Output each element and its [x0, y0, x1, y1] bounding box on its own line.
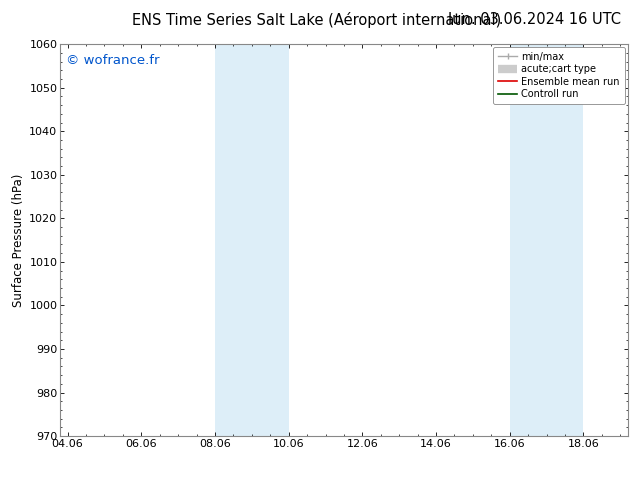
Bar [510, 44, 583, 436]
Text: © wofrance.fr: © wofrance.fr [66, 54, 159, 67]
Bar [215, 44, 288, 436]
Legend: min/max, acute;cart type, Ensemble mean run, Controll run: min/max, acute;cart type, Ensemble mean … [493, 47, 624, 104]
Text: ENS Time Series Salt Lake (Aéroport international): ENS Time Series Salt Lake (Aéroport inte… [133, 12, 501, 28]
Y-axis label: Surface Pressure (hPa): Surface Pressure (hPa) [12, 173, 25, 307]
Text: lun. 03.06.2024 16 UTC: lun. 03.06.2024 16 UTC [448, 12, 621, 27]
